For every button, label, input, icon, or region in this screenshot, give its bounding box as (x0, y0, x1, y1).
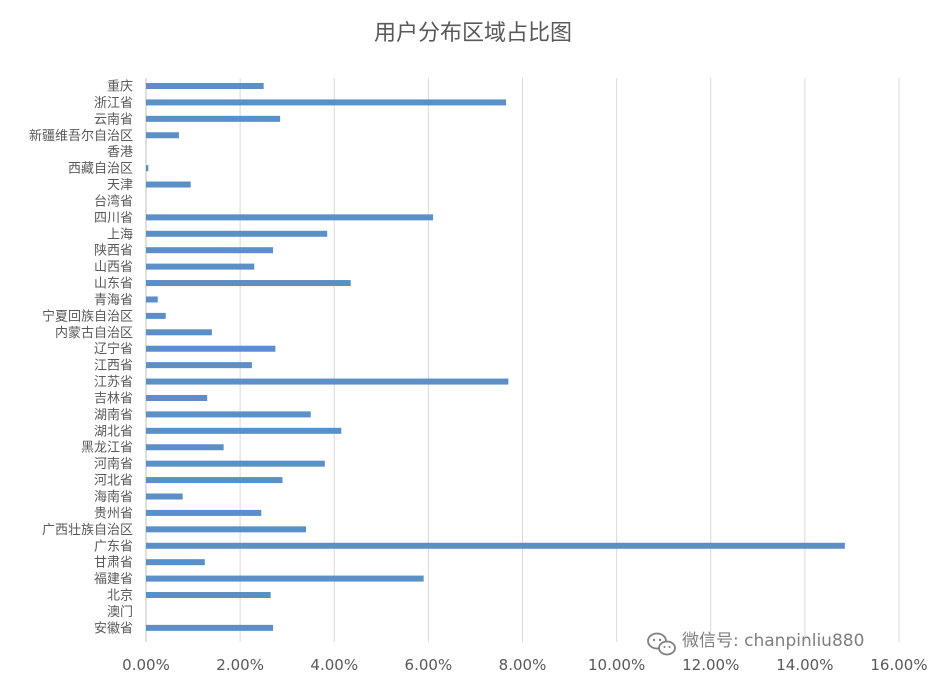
bar (146, 345, 276, 352)
category-label: 西藏自治区 (68, 162, 133, 177)
category-label: 贵州省 (94, 506, 133, 521)
category-label: 新疆维吾尔自治区 (29, 128, 133, 144)
bar (146, 214, 434, 221)
bar (146, 312, 166, 319)
bar (146, 624, 274, 631)
category-label: 福建省 (94, 572, 133, 587)
chart-title: 用户分布区域占比图 (374, 21, 572, 46)
x-tick-label: 0.00% (122, 656, 170, 674)
bar (146, 263, 255, 270)
x-tick-label: 10.00% (588, 656, 645, 674)
category-label: 黑龙江省 (81, 441, 133, 456)
category-labels: 重庆浙江省云南省新疆维吾尔自治区香港西藏自治区天津台湾省四川省上海陕西省山西省山… (29, 79, 133, 637)
bar (146, 526, 307, 533)
bar (146, 280, 351, 287)
bar (146, 378, 509, 385)
category-label: 青海省 (94, 293, 133, 308)
category-label: 海南省 (94, 489, 133, 505)
bar (146, 394, 208, 401)
bar (146, 493, 183, 500)
x-tick-label: 14.00% (776, 656, 833, 674)
gridlines (145, 78, 900, 642)
x-tick-label: 2.00% (216, 656, 264, 674)
bar (146, 592, 271, 599)
category-label: 天津 (107, 178, 133, 193)
bar (146, 181, 191, 188)
category-label: 甘肃省 (94, 556, 133, 571)
category-label: 内蒙古自治区 (55, 325, 133, 341)
category-label: 香港 (107, 145, 133, 160)
bar (146, 115, 281, 122)
wechat-icon (647, 632, 676, 656)
category-label: 北京 (107, 589, 133, 604)
category-label: 江苏省 (94, 374, 133, 390)
category-label: 安徽省 (94, 621, 133, 636)
watermark: 微信号: chanpinliu880 (647, 631, 864, 656)
x-tick-label: 4.00% (310, 656, 358, 674)
category-label: 山东省 (94, 277, 133, 292)
bar (146, 99, 507, 106)
bar (146, 427, 342, 434)
bar (146, 509, 262, 516)
bar (146, 83, 264, 89)
x-tick-label: 8.00% (499, 656, 547, 674)
bar (146, 575, 424, 582)
bar (146, 329, 212, 336)
x-tick-labels: 0.00% 2.00% 4.00% 6.00% 8.00% 10.00% 12.00% 14.… (122, 656, 927, 674)
category-label: 吉林省 (94, 391, 133, 406)
bar (146, 230, 328, 237)
category-label: 辽宁省 (94, 341, 133, 357)
category-label: 江西省 (94, 359, 133, 374)
category-label: 浙江省 (94, 96, 133, 111)
category-label: 云南省 (94, 111, 133, 127)
category-label: 广西壮族自治区 (42, 522, 133, 538)
bar (146, 460, 325, 467)
x-tick-label: 6.00% (405, 656, 453, 674)
bar (146, 132, 179, 139)
category-label: 河北省 (94, 474, 133, 489)
bar (146, 362, 252, 369)
category-label: 湖南省 (94, 407, 133, 423)
category-label: 陕西省 (94, 244, 133, 259)
x-tick-label: 16.00% (870, 656, 927, 674)
category-label: 台湾省 (94, 193, 133, 209)
x-tick-label: 12.00% (682, 656, 739, 674)
category-label: 澳门 (107, 604, 133, 620)
bar (146, 542, 845, 549)
bars (146, 83, 845, 631)
bar (146, 247, 274, 254)
category-label: 湖北省 (94, 424, 133, 439)
category-label: 广东省 (94, 539, 133, 554)
category-label: 四川省 (94, 211, 133, 226)
bar (146, 559, 205, 566)
bar (146, 477, 283, 484)
watermark-text: 微信号: chanpinliu880 (682, 631, 864, 651)
category-label: 上海 (107, 227, 133, 242)
bar (146, 165, 149, 172)
bar (146, 296, 158, 303)
category-label: 宁夏回族自治区 (42, 308, 133, 324)
category-label: 河南省 (94, 456, 133, 472)
bar (146, 411, 311, 418)
category-label: 重庆 (107, 79, 133, 95)
bar (146, 444, 224, 451)
category-label: 山西省 (94, 260, 133, 275)
